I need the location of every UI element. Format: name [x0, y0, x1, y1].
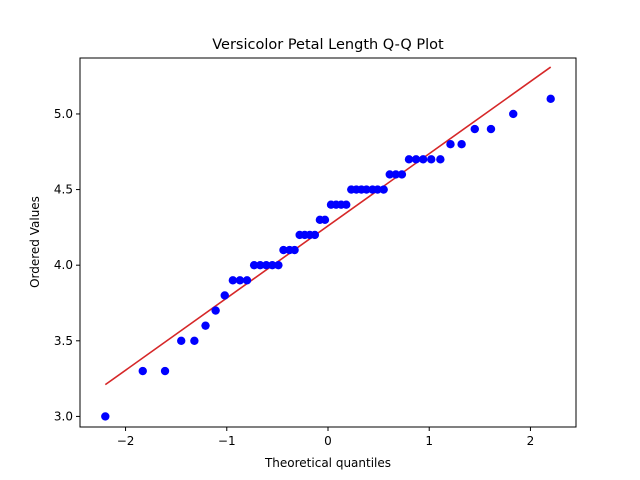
x-tick-label: 0: [324, 434, 332, 448]
x-axis-label: Theoretical quantiles: [264, 456, 391, 470]
data-point: [290, 245, 299, 255]
x-tick-label: 1: [425, 434, 433, 448]
data-point: [362, 185, 371, 194]
data-point: [279, 245, 288, 255]
x-tick-label: −1: [218, 434, 236, 448]
data-point: [404, 155, 414, 164]
data-point: [211, 306, 220, 315]
x-tick-label: 2: [527, 434, 535, 448]
data-point: [138, 366, 147, 376]
data-point: [436, 155, 445, 164]
y-axis: 3.0 3.5 4.0 4.5 5.0: [54, 107, 80, 423]
data-point: [177, 336, 186, 345]
data-point: [220, 291, 229, 300]
data-point: [320, 215, 330, 225]
data-point: [470, 124, 479, 134]
data-point: [418, 155, 428, 164]
plot-area: [79, 57, 577, 428]
y-tick-label: 3.5: [54, 334, 73, 348]
data-point: [446, 140, 455, 149]
y-tick-label: 4.0: [54, 258, 73, 272]
fit-line-group: [104, 66, 552, 386]
data-point: [242, 276, 252, 285]
x-axis: −2 −1 0 1 2: [117, 427, 535, 448]
data-point: [342, 200, 351, 209]
data-point: [249, 260, 259, 270]
data-points: [101, 94, 555, 421]
data-point: [397, 170, 407, 179]
data-point: [509, 109, 518, 119]
data-point: [101, 412, 110, 421]
data-point: [373, 185, 382, 194]
data-point: [274, 260, 283, 270]
data-point: [546, 94, 555, 104]
x-tick-label: −2: [117, 434, 135, 448]
data-point: [411, 155, 421, 164]
data-point: [391, 170, 401, 179]
y-axis-label: Ordered Values: [28, 196, 42, 288]
fit-line: [104, 66, 552, 386]
data-point: [262, 260, 271, 270]
data-point: [486, 124, 496, 134]
chart-title: Versicolor Petal Length Q-Q Plot: [212, 37, 444, 53]
data-point: [379, 185, 388, 194]
data-point: [160, 366, 170, 376]
data-point: [235, 276, 245, 285]
data-point: [190, 336, 199, 345]
data-point: [310, 230, 320, 240]
y-tick-label: 4.5: [54, 183, 73, 197]
data-point: [201, 321, 210, 330]
y-tick-label: 5.0: [54, 107, 73, 121]
data-point: [385, 170, 394, 179]
data-point: [255, 260, 265, 270]
data-point: [268, 260, 277, 270]
y-tick-label: 3.0: [54, 409, 73, 423]
data-point: [457, 140, 466, 149]
data-point: [228, 276, 238, 285]
data-point: [427, 155, 436, 164]
